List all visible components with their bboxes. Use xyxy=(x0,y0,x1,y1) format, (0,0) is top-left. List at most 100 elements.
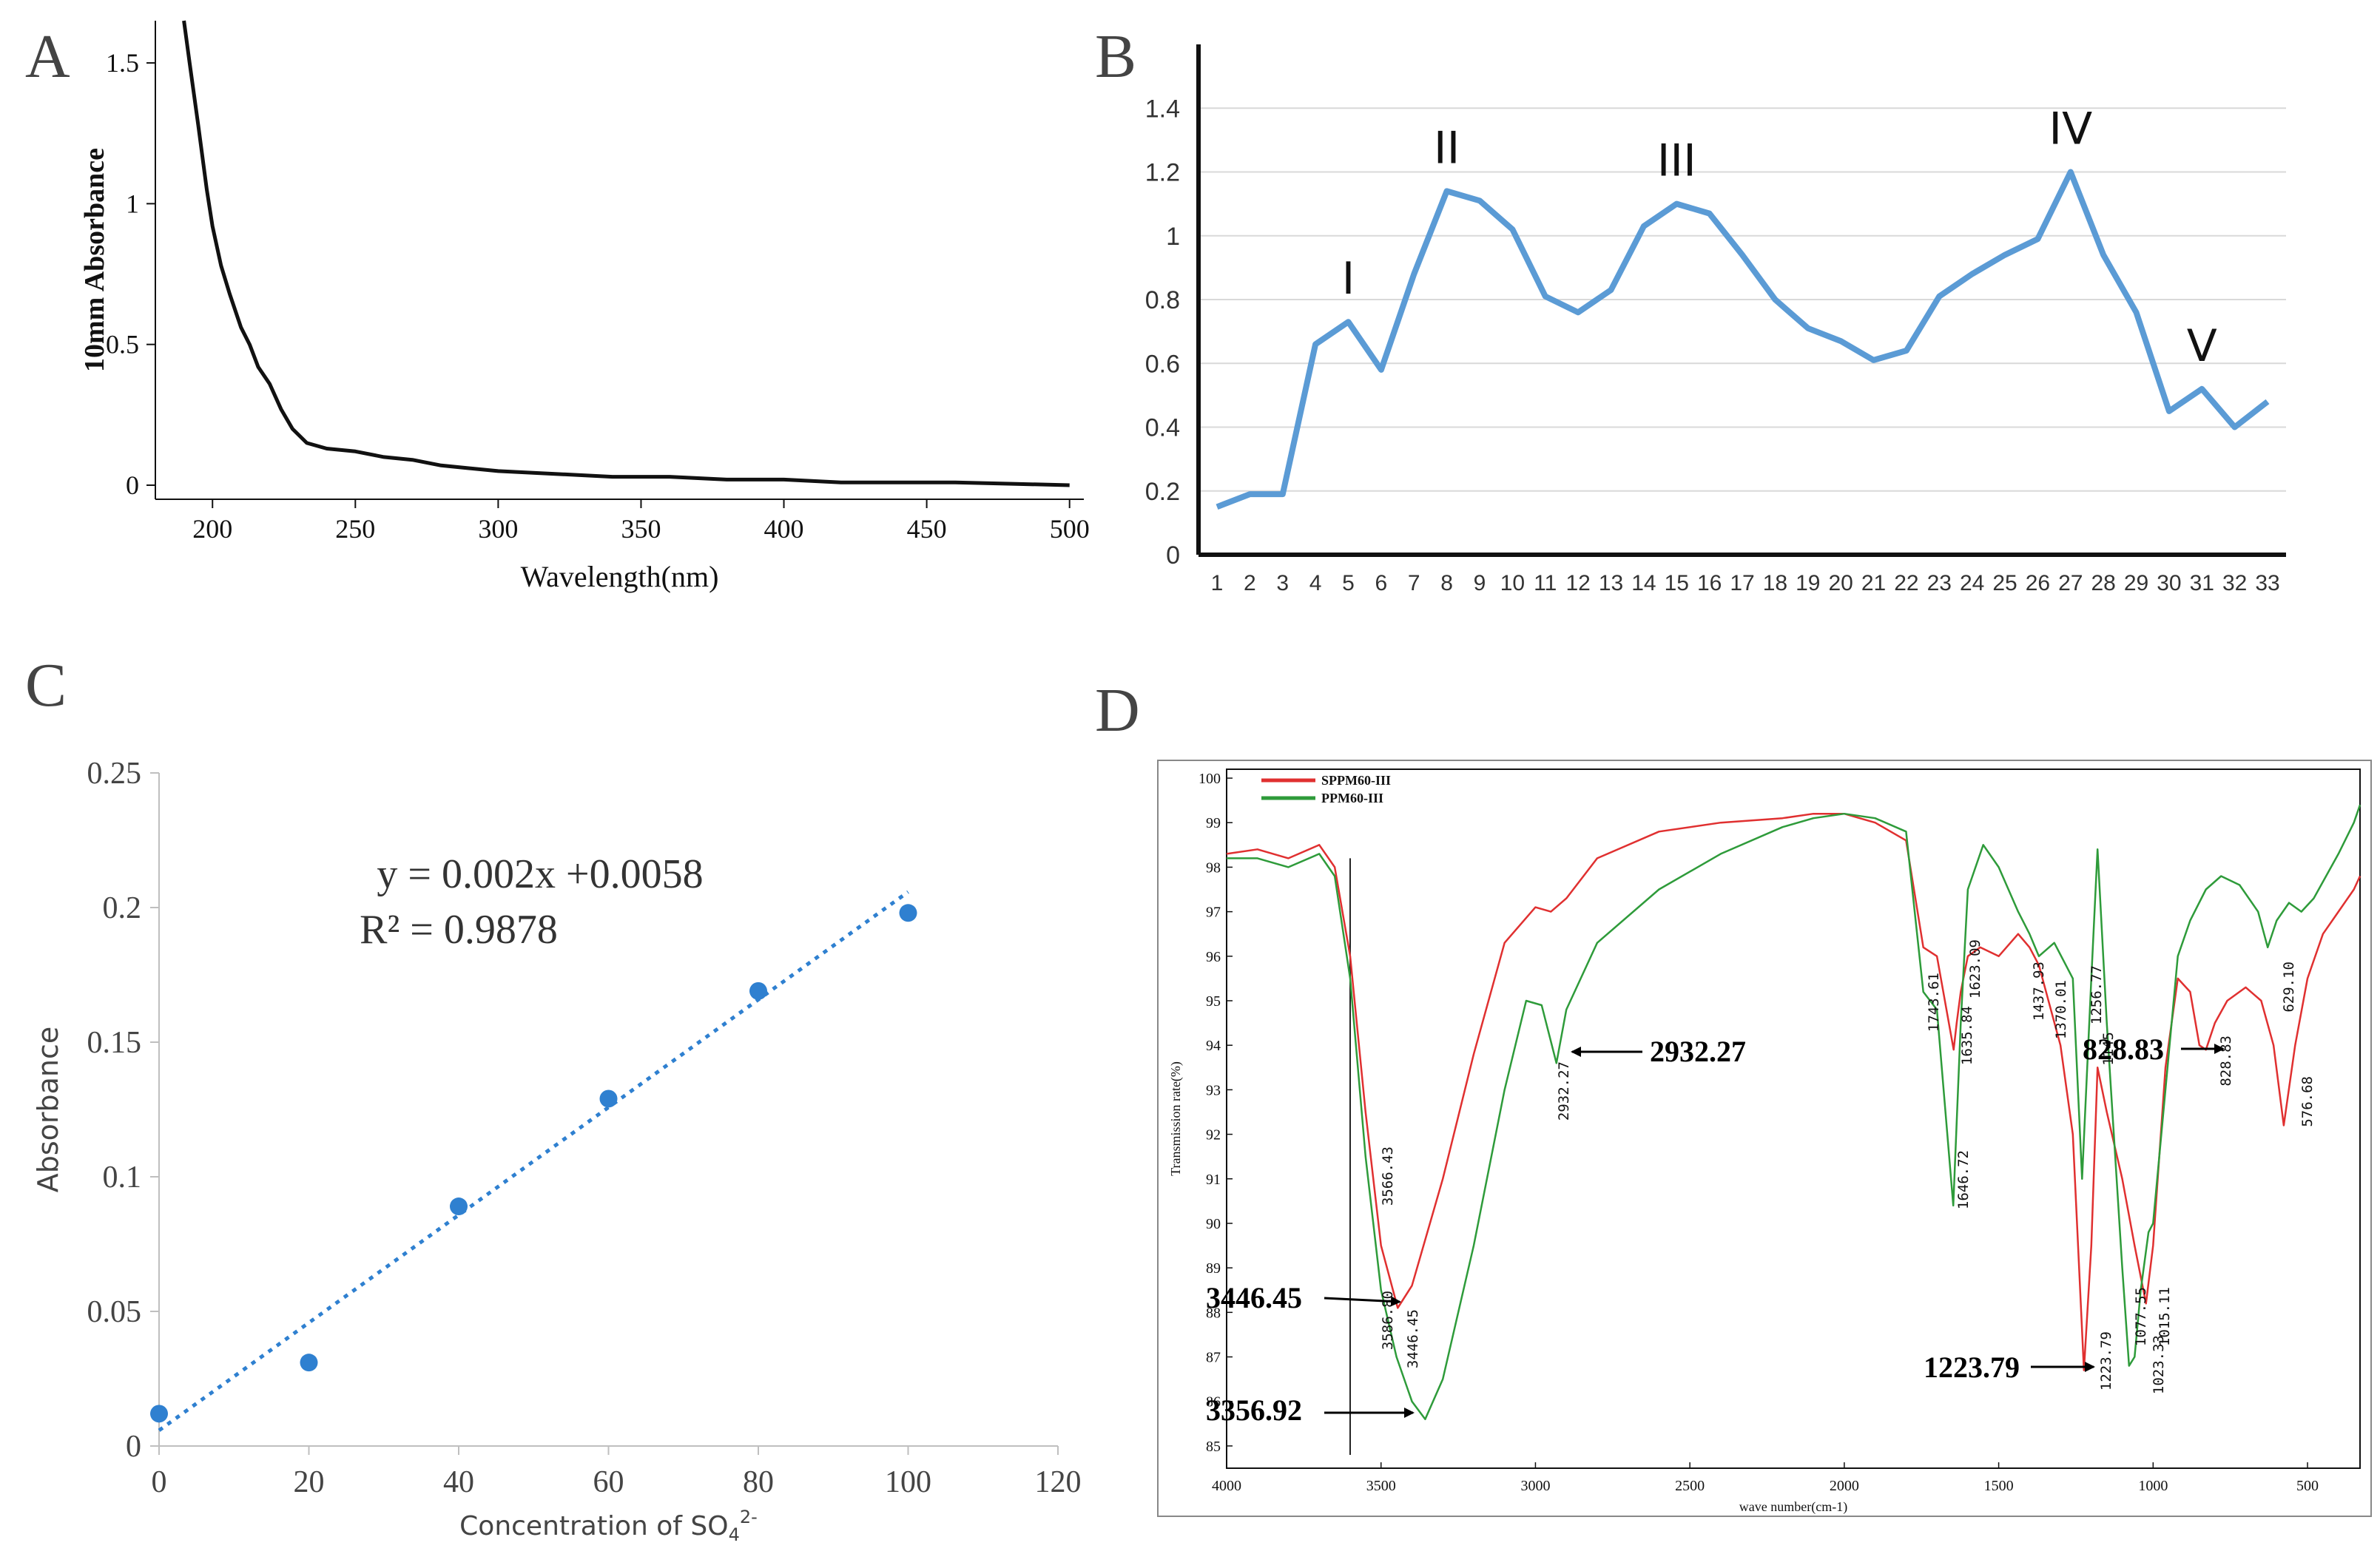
x-tick-label-b: 9 xyxy=(1474,571,1486,595)
y-tick-label-b: 1.4 xyxy=(1145,95,1180,123)
x-tick-label-b: 13 xyxy=(1599,571,1623,595)
x-tick-label-a: 450 xyxy=(907,514,947,544)
x-tick-label-b: 4 xyxy=(1309,571,1322,595)
y-tick-label-d: 85 xyxy=(1206,1439,1221,1455)
x-axis-title-a: Wavelength(nm) xyxy=(521,560,719,593)
y-tick-label-c: 0.2 xyxy=(103,891,142,925)
x-tick-label-c: 20 xyxy=(294,1465,325,1499)
x-tick-label-a: 400 xyxy=(764,514,804,544)
x-tick-label-b: 24 xyxy=(1960,571,1984,595)
x-tick-label-a: 500 xyxy=(1050,514,1090,544)
y-tick-label-b: 1 xyxy=(1166,223,1180,251)
y-tick-label-c: 0.25 xyxy=(87,757,142,791)
y-tick-label-b: 0.2 xyxy=(1145,478,1180,506)
peak-label-d: 1635.84 xyxy=(1959,1006,1975,1065)
x-tick-label-b: 1 xyxy=(1211,571,1224,595)
data-point-c xyxy=(150,1405,168,1423)
spectrum-line-sppm60 xyxy=(1226,812,2362,1371)
callout-label-d: 2932.27 xyxy=(1650,1035,1746,1068)
chart-d: 85 86 87 88 89 90 91 92 93 94 95 96 97 98 99 100 4000 350… xyxy=(1157,760,2372,1517)
peak-label-d: 576.68 xyxy=(2299,1076,2316,1127)
peak-annotation-b: V xyxy=(2187,320,2217,372)
x-tick-label-c: 40 xyxy=(443,1465,474,1499)
trendline-c xyxy=(158,890,909,1432)
y-tick-label-d: 87 xyxy=(1206,1350,1221,1366)
x-tick-label-b: 21 xyxy=(1861,571,1886,595)
y-tick-label-b: 0 xyxy=(1166,541,1180,570)
y-axis-title-c: Absorbance xyxy=(32,1027,64,1193)
x-tick-label-c: 80 xyxy=(743,1465,774,1499)
data-point-c xyxy=(300,1354,318,1372)
peak-label-d: 3566.43 xyxy=(1380,1146,1396,1206)
x-tick-label-b: 7 xyxy=(1408,571,1420,595)
peak-label-d: 1256.77 xyxy=(2089,965,2105,1024)
peak-annotation-b: II xyxy=(1434,122,1460,174)
x-tick-label-c: 100 xyxy=(885,1465,931,1499)
y-tick-label-d: 89 xyxy=(1206,1260,1221,1277)
x-tick-label-b: 29 xyxy=(2124,571,2148,595)
y-tick-label-d: 95 xyxy=(1206,993,1221,1010)
panel-label-d: D xyxy=(1095,676,1140,745)
y-tick-label-d: 97 xyxy=(1206,905,1221,921)
peak-label-d: 1646.72 xyxy=(1955,1150,1972,1209)
x-tick-label-d: 2000 xyxy=(1830,1478,1859,1494)
x-tick-label-d: 1500 xyxy=(1984,1478,2014,1494)
data-point-c xyxy=(749,982,767,1000)
panel-label-c: C xyxy=(25,651,67,720)
x-tick-label-a: 350 xyxy=(621,514,661,544)
peak-label-d: 1015.11 xyxy=(2157,1287,2173,1346)
callout-label-d: 828.83 xyxy=(2083,1033,2164,1066)
regression-equation: y = 0.002x +0.0058 xyxy=(377,851,703,897)
peak-label-d: 1145 xyxy=(2100,1032,2117,1066)
x-tick-label-b: 18 xyxy=(1763,571,1787,595)
panel-label-a: A xyxy=(25,22,70,91)
y-tick-label-d: 98 xyxy=(1206,859,1221,876)
x-tick-label-c: 60 xyxy=(593,1465,624,1499)
x-tick-label-b: 30 xyxy=(2157,571,2181,595)
x-tick-label-b: 12 xyxy=(1565,571,1590,595)
x-tick-label-b: 25 xyxy=(1992,571,2017,595)
legend-label-d: SPPM60-III xyxy=(1321,773,1391,788)
x-tick-label-b: 23 xyxy=(1927,571,1952,595)
y-tick-label-d: 94 xyxy=(1206,1038,1221,1054)
x-tick-label-d: 500 xyxy=(2296,1478,2319,1494)
x-tick-label-c: 120 xyxy=(1035,1465,1082,1499)
x-tick-label-b: 3 xyxy=(1276,571,1289,595)
peak-label-d: 828.83 xyxy=(2218,1036,2234,1087)
x-tick-label-c: 0 xyxy=(152,1465,167,1499)
y-tick-label-a: 0.5 xyxy=(106,330,139,359)
y-tick-label-d: 92 xyxy=(1206,1127,1221,1143)
peak-annotation-b: IV xyxy=(2049,104,2092,155)
data-point-c xyxy=(599,1090,618,1108)
peak-label-d: 3586.80 xyxy=(1380,1291,1396,1350)
y-tick-label-d: 96 xyxy=(1206,949,1221,965)
callout-label-d: 1223.79 xyxy=(1924,1351,2020,1384)
x-tick-label-b: 31 xyxy=(2190,571,2214,595)
x-tick-label-b: 10 xyxy=(1500,571,1525,595)
peak-label-d: 1223.79 xyxy=(2098,1331,2114,1391)
y-tick-label-b: 0.6 xyxy=(1145,350,1180,378)
y-axis-title-a: 10mm Absorbance xyxy=(79,148,110,372)
x-tick-label-b: 6 xyxy=(1375,571,1388,595)
y-tick-label-d: 100 xyxy=(1199,771,1221,787)
y-axis-title-d: Transmission rate(%) xyxy=(1168,1061,1184,1176)
peak-label-d: 1623.09 xyxy=(1967,939,1983,999)
x-tick-label-b: 17 xyxy=(1730,571,1754,595)
y-tick-label-d: 99 xyxy=(1206,815,1221,831)
y-tick-label-c: 0.15 xyxy=(87,1026,142,1060)
x-tick-label-b: 27 xyxy=(2058,571,2083,595)
y-tick-label-c: 0 xyxy=(126,1430,141,1464)
y-tick-label-d: 90 xyxy=(1206,1216,1221,1232)
y-tick-label-c: 0.1 xyxy=(103,1161,142,1195)
peak-label-d: 1743.61 xyxy=(1926,973,1942,1032)
peak-label-d: 1023.33 xyxy=(2151,1335,2167,1394)
spectrum-frame xyxy=(1157,760,2372,1517)
y-tick-label-a: 1 xyxy=(126,189,139,218)
peak-label-d: 3446.45 xyxy=(1405,1309,1421,1368)
peak-label-d: 1437.93 xyxy=(2031,962,2047,1021)
y-tick-label-b: 0.8 xyxy=(1145,286,1180,314)
x-tick-label-b: 20 xyxy=(1828,571,1853,595)
x-tick-label-b: 32 xyxy=(2222,571,2247,595)
peak-label-d: 1077.55 xyxy=(2133,1287,2149,1346)
